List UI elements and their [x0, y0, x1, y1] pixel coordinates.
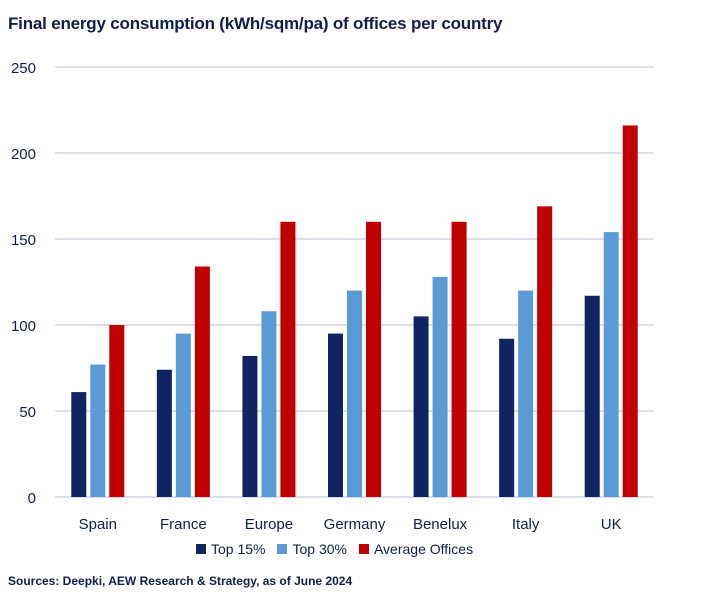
bar-europe-top-15-: [242, 355, 258, 497]
x-tick-label: Benelux: [413, 516, 468, 533]
bar-italy-top-30-: [518, 290, 534, 497]
x-tick-label: Germany: [324, 516, 386, 533]
bar-france-average-offices: [194, 266, 210, 497]
y-tick-label: 250: [11, 60, 36, 77]
bar-europe-top-30-: [261, 311, 277, 497]
bar-spain-top-30-: [90, 364, 106, 497]
legend: Top 15% Top 30% Average Offices: [196, 541, 485, 557]
bar-italy-top-15-: [499, 338, 515, 497]
bar-spain-top-15-: [71, 392, 87, 497]
x-tick-label: Spain: [79, 516, 117, 533]
chart-title: Final energy consumption (kWh/sqm/pa) of…: [8, 14, 503, 33]
bar-italy-average-offices: [537, 206, 553, 497]
x-tick-label: UK: [601, 516, 622, 533]
bar-uk-average-offices: [622, 125, 638, 497]
bar-spain-average-offices: [109, 325, 125, 497]
source-note: Sources: Deepki, AEW Research & Strategy…: [8, 574, 353, 588]
legend-item-top30: Top 30%: [277, 541, 347, 557]
legend-item-average: Average Offices: [358, 541, 474, 557]
legend-label-average: Average Offices: [373, 541, 474, 557]
legend-label-top30: Top 30%: [292, 541, 347, 557]
legend-item-top15: Top 15%: [196, 541, 265, 557]
bar-germany-top-15-: [328, 333, 343, 497]
legend-swatch-top30: [277, 544, 288, 554]
x-tick-label: Europe: [245, 516, 293, 533]
bar-benelux-average-offices: [451, 221, 467, 498]
legend-swatch-average: [358, 544, 369, 554]
bar-uk-top-15-: [584, 295, 600, 497]
bar-benelux-top-30-: [432, 276, 448, 497]
bar-europe-average-offices: [280, 221, 296, 498]
bar-benelux-top-15-: [413, 316, 429, 497]
bar-germany-top-30-: [347, 290, 362, 497]
legend-swatch-top15: [196, 544, 206, 554]
bar-france-top-30-: [175, 333, 191, 497]
x-tick-label: France: [160, 516, 207, 533]
bar-france-top-15-: [156, 369, 172, 497]
y-tick-label: 200: [11, 146, 36, 163]
x-tick-label: Italy: [512, 516, 540, 533]
bar-uk-top-30-: [603, 232, 619, 497]
y-tick-label: 50: [19, 404, 36, 421]
bar-germany-average-offices: [366, 221, 381, 498]
legend-label-top15: Top 15%: [211, 541, 266, 557]
y-tick-label: 100: [11, 318, 36, 335]
y-tick-label: 0: [28, 490, 36, 507]
y-tick-label: 150: [11, 232, 36, 249]
